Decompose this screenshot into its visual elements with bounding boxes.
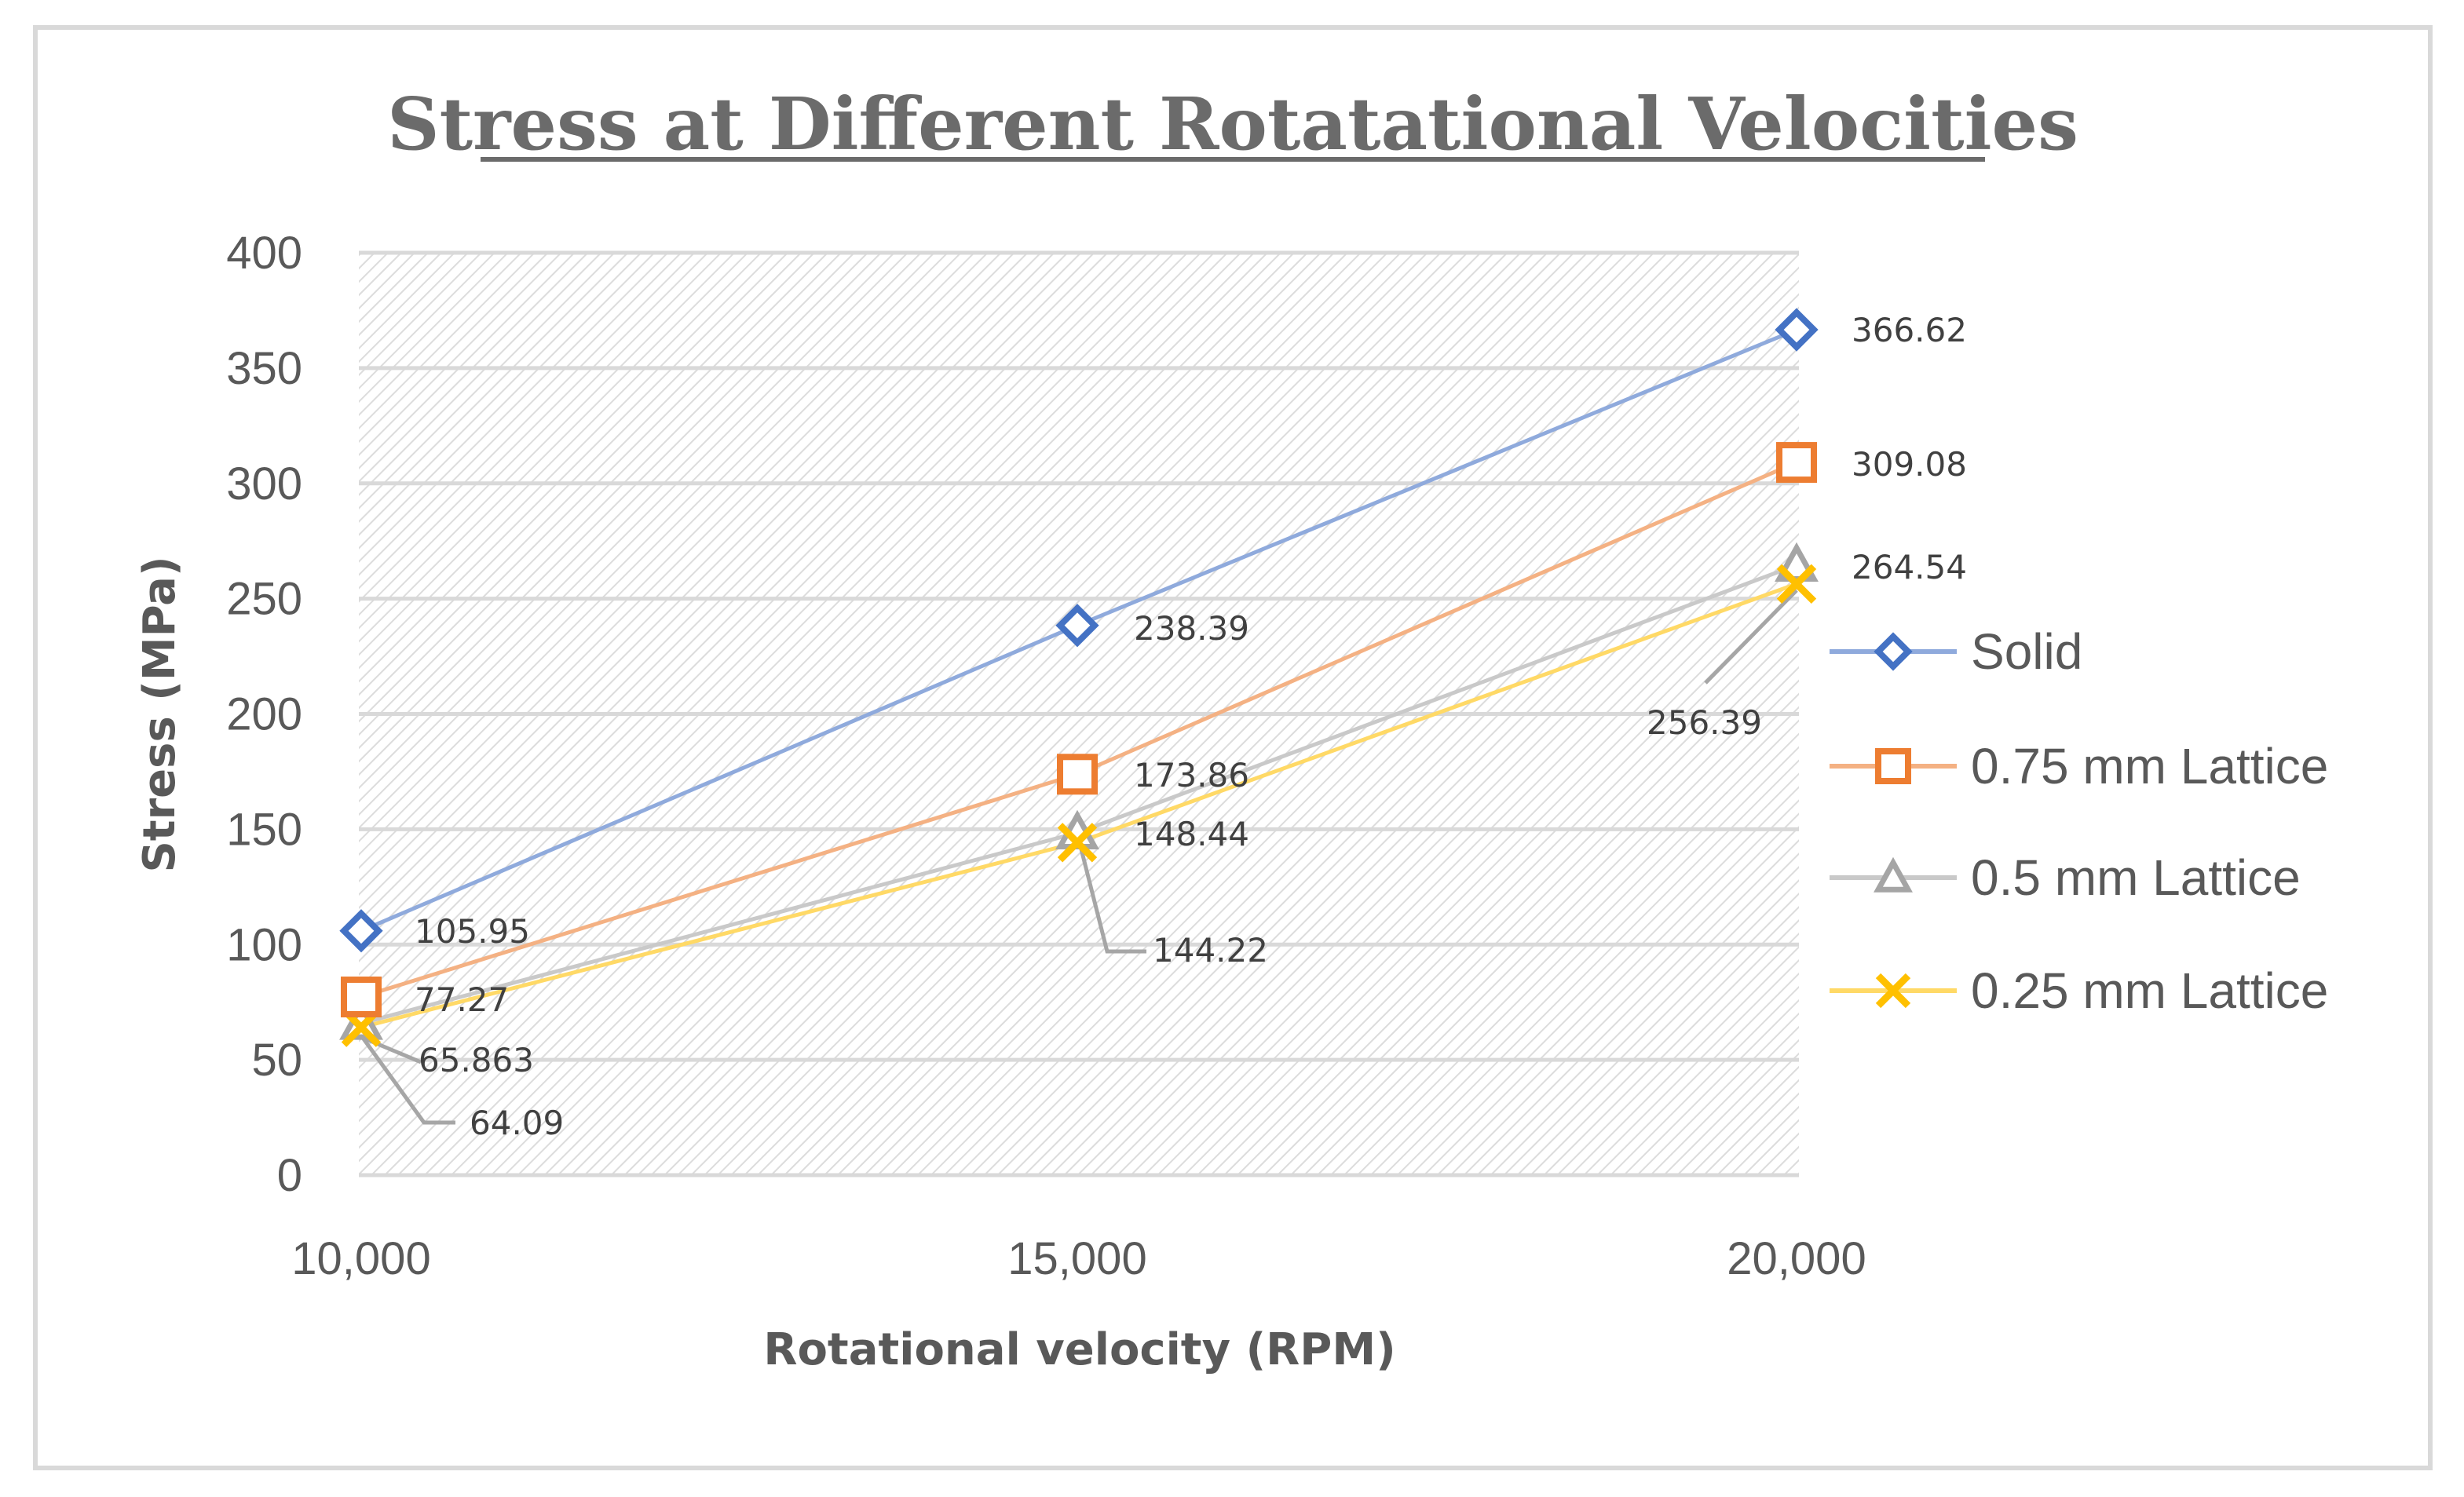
x-axis-title: Rotational velocity (RPM) bbox=[763, 1324, 1395, 1375]
data-label-1-2: 309.08 bbox=[1852, 445, 1967, 484]
data-label-1-0: 77.27 bbox=[415, 980, 509, 1019]
legend-item-0: Solid bbox=[1830, 623, 2082, 680]
y-tick-label-50: 50 bbox=[251, 1035, 302, 1086]
legend: Solid 0.75 mm Lattice 0.5 mm Lattice 0.25 m… bbox=[1830, 623, 2328, 1019]
y-tick-label-0: 0 bbox=[277, 1150, 302, 1201]
leader-3-1 bbox=[1077, 839, 1146, 954]
y-tick-label-300: 300 bbox=[226, 458, 302, 509]
data-label-2-0: 65.863 bbox=[419, 1041, 534, 1079]
x-axis-ticks: 10,000 15,000 20,000 bbox=[291, 1233, 1866, 1284]
data-label-0-2: 366.62 bbox=[1852, 311, 1967, 349]
y-tick-label-250: 250 bbox=[226, 574, 302, 625]
leader-3-0 bbox=[360, 1036, 455, 1125]
legend-marker-3 bbox=[1875, 973, 1911, 1009]
marker-1-1 bbox=[1057, 754, 1098, 795]
legend-label-1: 0.75 mm Lattice bbox=[1971, 738, 2328, 794]
legend-label-3: 0.25 mm Lattice bbox=[1971, 962, 2328, 1019]
marker-3-2 bbox=[1776, 564, 1817, 604]
legend-marker-3-stroke-b bbox=[1875, 973, 1911, 1009]
marker-1-0 bbox=[341, 977, 382, 1018]
y-tick-label-100: 100 bbox=[226, 919, 302, 970]
legend-label-0: Solid bbox=[1971, 623, 2082, 680]
data-label-3-1: 144.22 bbox=[1153, 931, 1268, 969]
data-label-0-0: 105.95 bbox=[415, 912, 530, 951]
marker-3-2-stroke-b bbox=[1776, 564, 1817, 604]
data-label-2-2: 264.54 bbox=[1852, 548, 1967, 586]
x-tick-label-20000: 20,000 bbox=[1727, 1233, 1866, 1284]
series-markers bbox=[339, 308, 1819, 1047]
y-axis-title: Stress (MPa) bbox=[134, 556, 185, 872]
data-label-3-0: 64.09 bbox=[470, 1104, 564, 1142]
legend-marker-1 bbox=[1875, 748, 1911, 784]
legend-item-2: 0.5 mm Lattice bbox=[1830, 849, 2301, 906]
y-tick-label-150: 150 bbox=[226, 804, 302, 855]
marker-3-1 bbox=[1057, 823, 1098, 863]
legend-item-3: 0.25 mm Lattice bbox=[1830, 962, 2328, 1019]
data-labels: 105.95 238.39 366.62 77.27 173.86 309.08 65.86… bbox=[415, 311, 1967, 1142]
y-axis-ticks: 0 50 100 150 200 250 300 350 400 bbox=[226, 228, 302, 1201]
legend-label-2: 0.5 mm Lattice bbox=[1971, 849, 2301, 906]
x-tick-label-15000: 15,000 bbox=[1007, 1233, 1146, 1284]
marker-0-1 bbox=[1055, 604, 1099, 648]
legend-marker-0 bbox=[1874, 632, 1913, 671]
data-label-1-1: 173.86 bbox=[1134, 756, 1249, 794]
marker-0-0 bbox=[339, 909, 383, 953]
marker-3-1-stroke-b bbox=[1057, 823, 1098, 863]
data-label-2-1: 148.44 bbox=[1134, 815, 1249, 853]
legend-item-1: 0.75 mm Lattice bbox=[1830, 738, 2328, 794]
marker-0-2 bbox=[1775, 308, 1819, 352]
y-tick-label-200: 200 bbox=[226, 689, 302, 740]
data-label-3-2: 256.39 bbox=[1647, 703, 1762, 742]
x-tick-label-10000: 10,000 bbox=[291, 1233, 430, 1284]
gridlines bbox=[359, 250, 1799, 1178]
leader-3-2 bbox=[1704, 589, 1798, 685]
data-label-0-1: 238.39 bbox=[1134, 609, 1249, 648]
y-tick-label-350: 350 bbox=[226, 343, 302, 394]
chart-title: Stress at Different Rotatational Velocit… bbox=[387, 82, 2078, 166]
legend-marker-2 bbox=[1874, 856, 1913, 893]
y-tick-label-400: 400 bbox=[226, 228, 302, 279]
marker-1-2 bbox=[1776, 442, 1817, 484]
